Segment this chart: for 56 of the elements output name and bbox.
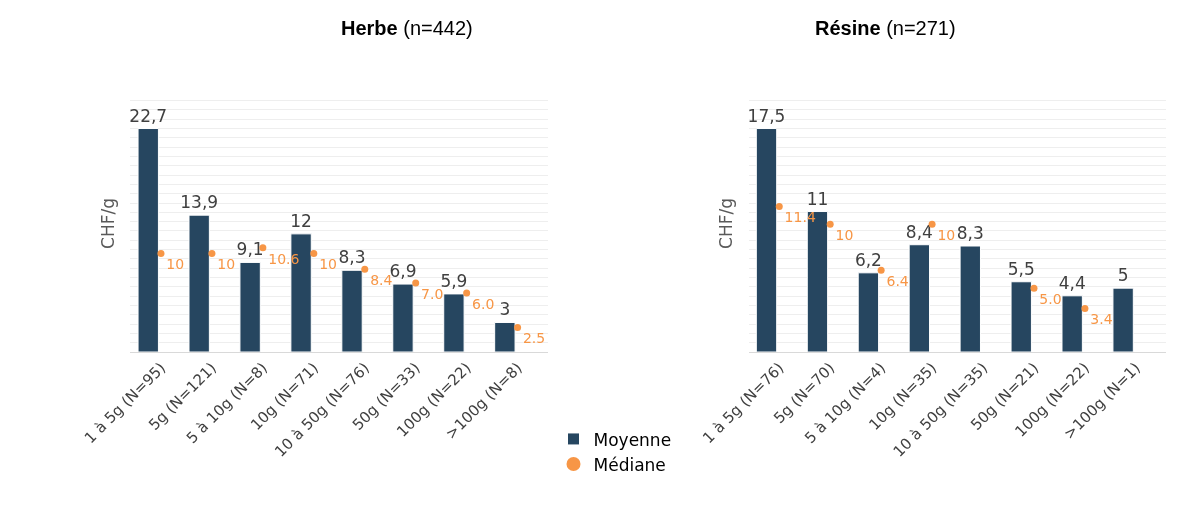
bar	[1061, 295, 1083, 352]
bar	[137, 128, 159, 352]
y-axis-title: CHF/g	[716, 198, 737, 249]
point	[463, 289, 471, 297]
data-label: 8,3	[338, 247, 366, 268]
point	[775, 202, 783, 210]
data-label: 6,2	[854, 249, 882, 270]
data-label: 10	[217, 256, 236, 273]
point	[826, 220, 834, 228]
bar	[341, 269, 363, 352]
bar	[239, 261, 261, 352]
data-label: 9,1	[236, 239, 264, 260]
data-label: 3.4	[1090, 311, 1113, 328]
data-label: 8,4	[905, 221, 933, 242]
data-label: 10	[319, 256, 338, 273]
legend-label: Médiane	[593, 454, 666, 475]
data-label: 6.0	[472, 295, 495, 312]
data-label: 5	[1117, 265, 1129, 286]
y-axis-title: CHF/g	[97, 198, 118, 249]
legend-label: Moyenne	[593, 429, 672, 450]
data-label: 5.0	[1039, 291, 1062, 308]
data-label: 17,5	[747, 105, 786, 126]
point	[157, 250, 165, 258]
bar	[857, 272, 880, 352]
data-label: 4,4	[1058, 272, 1086, 293]
bar	[1112, 287, 1134, 352]
data-label: 10	[937, 227, 956, 244]
point	[310, 250, 318, 258]
point	[514, 323, 522, 331]
bar	[494, 321, 516, 352]
data-label: 10	[835, 227, 854, 244]
data-label: 3	[499, 299, 511, 320]
data-label: 22,7	[129, 105, 168, 126]
bar	[1010, 281, 1032, 352]
bar	[959, 245, 981, 352]
data-label: 6.4	[886, 273, 909, 290]
bar	[908, 244, 931, 352]
chart-title: Résine (n=271)	[815, 17, 956, 39]
point	[361, 265, 369, 273]
data-label: 2.5	[522, 330, 546, 347]
data-label: 5,5	[1007, 258, 1035, 279]
data-label: 11	[806, 188, 829, 209]
point	[877, 266, 885, 274]
data-label: 12	[290, 210, 312, 231]
data-label: 8,3	[956, 223, 984, 244]
bar	[443, 293, 465, 352]
data-label: 10	[166, 256, 185, 273]
point	[412, 279, 420, 287]
data-label: 13,9	[180, 192, 219, 213]
bar	[755, 128, 778, 352]
point	[1081, 305, 1089, 313]
chart-title: Herbe (n=442)	[341, 17, 473, 39]
bar	[392, 283, 414, 352]
point	[1030, 284, 1038, 292]
bar	[188, 214, 210, 352]
point	[208, 250, 216, 258]
